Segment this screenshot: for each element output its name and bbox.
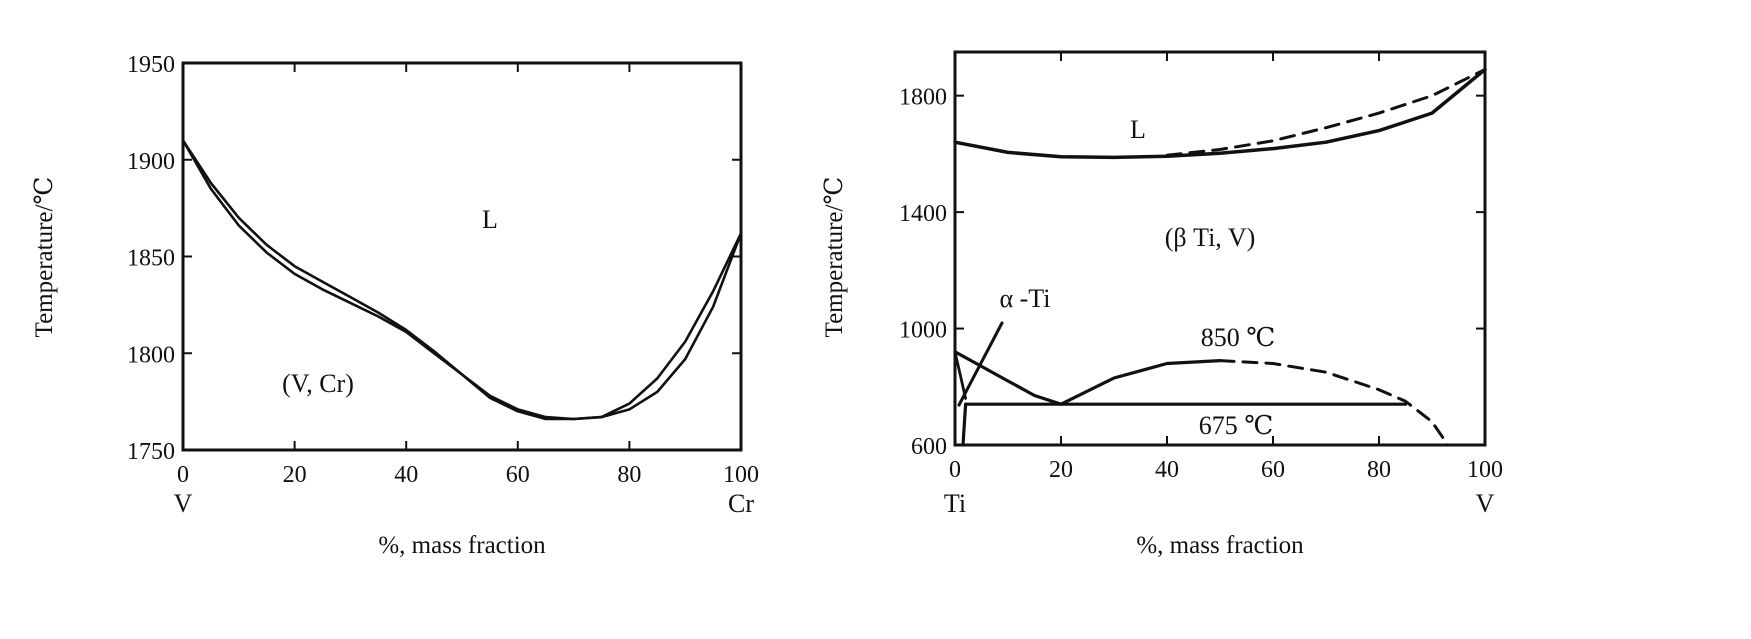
- x-tick-label: 40: [394, 462, 418, 488]
- plot-frame: [953, 50, 1487, 447]
- x-tick-label: 20: [283, 462, 307, 488]
- endmember-left-label: V: [174, 489, 193, 518]
- region-annotation: (V, Cr): [282, 369, 354, 398]
- series-line: [953, 67, 1487, 160]
- y-tick-label: 1800: [127, 342, 175, 368]
- x-tick-label: 60: [1261, 457, 1285, 483]
- x-axis-label: %, mass fraction: [378, 532, 546, 559]
- x-tick-label: 0: [177, 462, 189, 488]
- chart-v-cr: 0 20 40 60 80 100 1750 1800 1850 1900 1950 Temperat…: [31, 52, 759, 559]
- y-tick-label: 600: [911, 434, 947, 460]
- x-tick-label: 40: [1155, 457, 1179, 483]
- chart-ti-v: 0 20 40 60 80 100 600 1000 1400 1800 Temperature/℃…: [821, 50, 1503, 559]
- region-annotation: 675 ℃: [1199, 411, 1274, 440]
- y-axis-label: Temperature/℃: [31, 177, 58, 338]
- x-tick-label: 80: [1367, 457, 1391, 483]
- endmember-left-label: Ti: [944, 489, 966, 518]
- endmember-right-label: V: [1476, 489, 1495, 518]
- region-annotation: 850 ℃: [1201, 323, 1276, 352]
- region-annotation: L: [1130, 115, 1146, 144]
- series-line-dashed: [1165, 68, 1487, 157]
- series-line: [1059, 359, 1222, 406]
- region-annotation: α -Ti: [1000, 284, 1051, 313]
- series-line: [961, 402, 968, 447]
- region-annotation: L: [482, 205, 498, 234]
- y-tick-label: 1950: [127, 52, 175, 78]
- series-line: [953, 350, 1063, 406]
- x-tick-label: 100: [723, 462, 759, 488]
- x-axis-label: %, mass fraction: [1136, 532, 1304, 559]
- y-tick-label: 1850: [127, 246, 175, 272]
- y-tick-label: 1800: [899, 85, 947, 111]
- series-line: [181, 139, 743, 421]
- y-tick-label: 1400: [899, 201, 947, 227]
- y-tick-label: 1000: [899, 318, 947, 344]
- x-tick-label: 20: [1049, 457, 1073, 483]
- series-line-dashed: [1218, 359, 1450, 447]
- y-tick-label: 1750: [127, 439, 175, 465]
- y-axis-label: Temperature/℃: [821, 177, 848, 338]
- series-line: [953, 350, 967, 400]
- alpha-ti-pointer: [957, 321, 1004, 407]
- x-tick-label: 0: [949, 457, 961, 483]
- x-tick-label: 100: [1467, 457, 1503, 483]
- x-tick-label: 80: [617, 462, 641, 488]
- endmember-right-label: Cr: [728, 489, 754, 518]
- region-annotation: (β Ti, V): [1165, 223, 1256, 252]
- y-tick-label: 1900: [127, 149, 175, 175]
- x-tick-label: 60: [506, 462, 530, 488]
